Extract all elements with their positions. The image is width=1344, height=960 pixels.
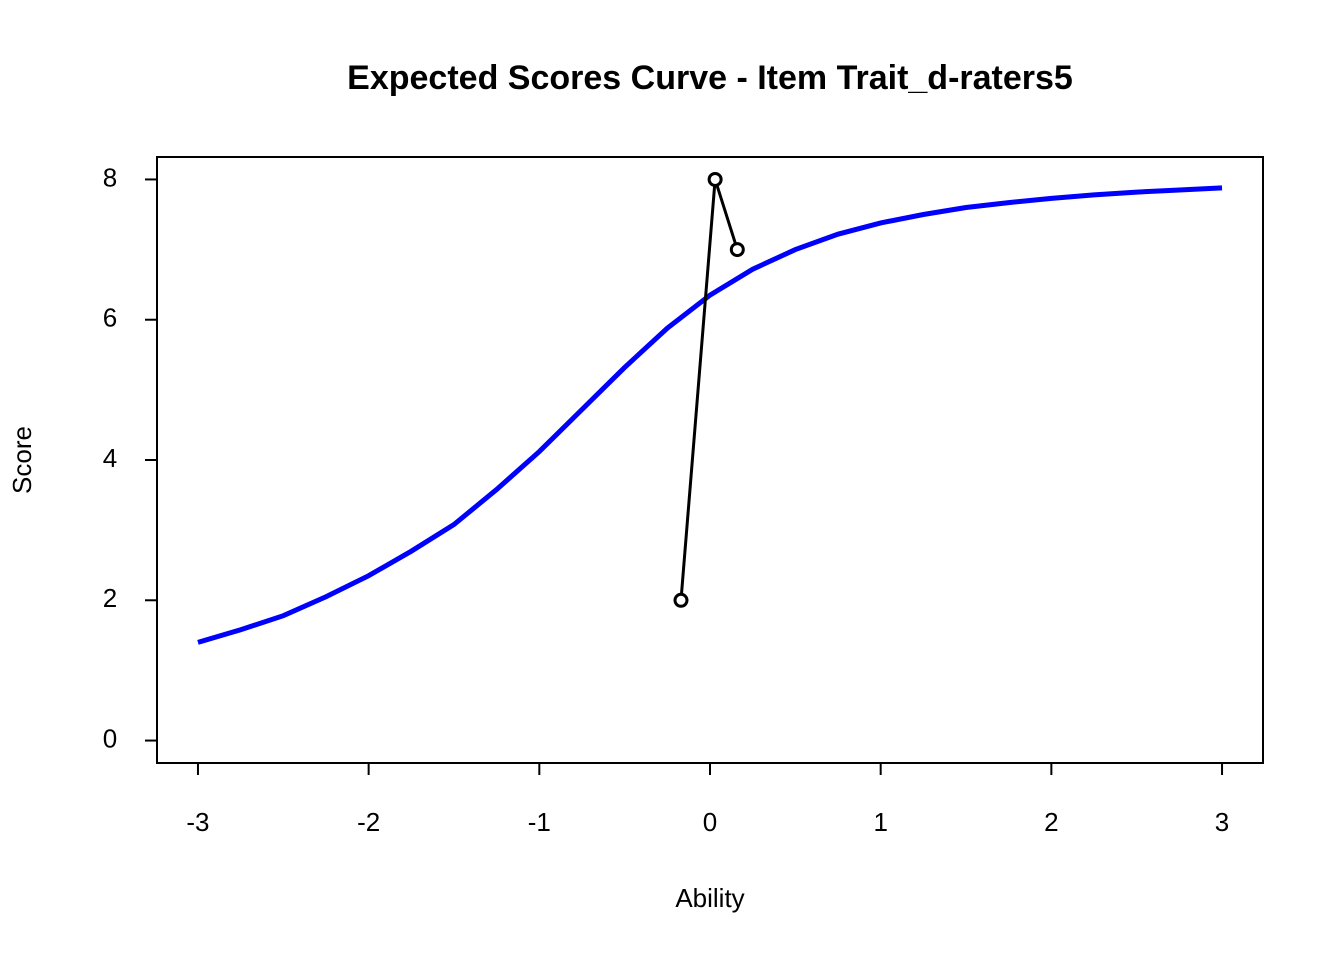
x-tick-label: 0 [703, 807, 717, 837]
y-tick-label: 4 [103, 443, 117, 473]
y-tick-label: 6 [103, 303, 117, 333]
x-axis-label: Ability [675, 883, 744, 913]
series-line [197, 185, 1223, 645]
x-tick-label: 1 [873, 807, 887, 837]
point [673, 592, 689, 608]
x-tick-label: 3 [1215, 807, 1229, 837]
y-axis-label: Score [7, 426, 37, 494]
y-tick-label: 0 [103, 723, 117, 753]
series-line [679, 178, 739, 601]
x-tick-label: -1 [528, 807, 551, 837]
x-tick-label: 2 [1044, 807, 1058, 837]
x-tick-label: -3 [186, 807, 209, 837]
point [707, 171, 723, 187]
x-tick-label: -2 [357, 807, 380, 837]
y-tick-label: 2 [103, 583, 117, 613]
point [729, 242, 745, 258]
chart-title: Expected Scores Curve - Item Trait_d-rat… [347, 59, 1073, 97]
y-tick-label: 8 [103, 162, 117, 192]
